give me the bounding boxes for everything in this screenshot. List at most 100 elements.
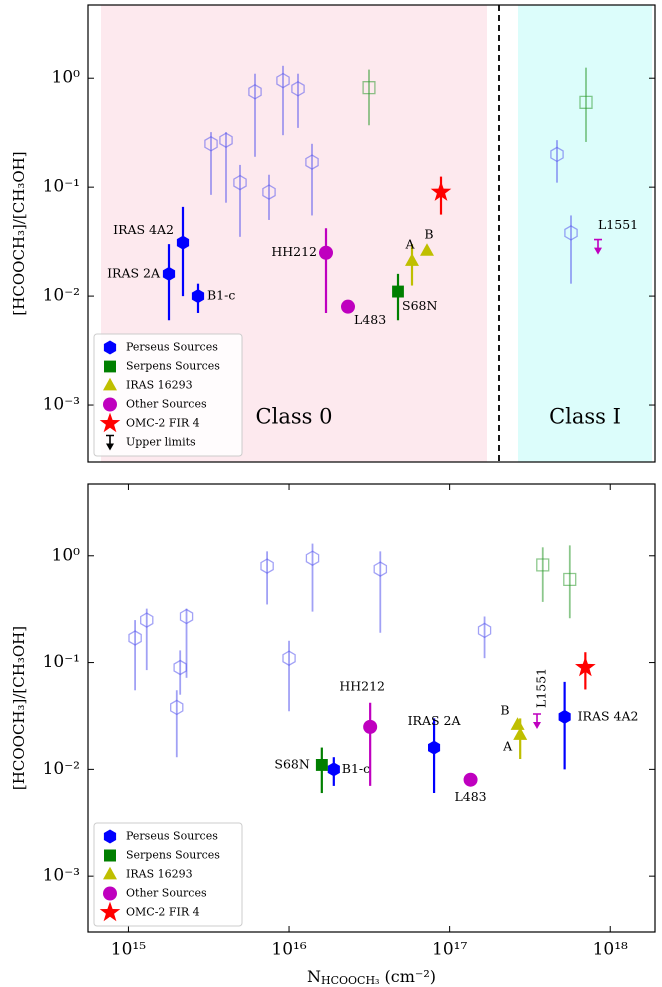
point-label: L483 bbox=[354, 312, 386, 327]
region-label: Class 0 bbox=[256, 405, 333, 429]
legend-label: Other Sources bbox=[126, 887, 207, 900]
x-axis-label-part: N bbox=[307, 967, 321, 986]
data-point bbox=[579, 95, 593, 109]
x-axis-label: NHCOOCH₃ (cm⁻²) bbox=[307, 967, 436, 987]
y-axis-label: [HCOOCH₃]/[CH₃OH] bbox=[10, 626, 28, 790]
legend-marker bbox=[104, 360, 116, 373]
data-point bbox=[140, 612, 154, 628]
region-label: Class I bbox=[549, 405, 621, 429]
data-point bbox=[373, 561, 388, 577]
data-point bbox=[405, 253, 419, 266]
x-axis-label-part: (cm⁻²) bbox=[379, 967, 436, 986]
data-point bbox=[477, 622, 492, 639]
legend-label: Perseus Sources bbox=[126, 341, 218, 354]
data-point bbox=[363, 719, 378, 734]
data-point bbox=[233, 174, 247, 191]
data-point bbox=[204, 136, 218, 152]
data-point bbox=[173, 659, 187, 676]
legend-marker bbox=[103, 377, 117, 391]
y-tick-label: 10⁻³ bbox=[43, 395, 80, 415]
y-tick-label: 10⁰ bbox=[52, 68, 81, 88]
legend-label: Serpens Sources bbox=[126, 360, 220, 373]
legend-box bbox=[93, 822, 243, 927]
point-label: IRAS 4A2 bbox=[578, 708, 639, 723]
data-point bbox=[162, 266, 176, 281]
data-point bbox=[428, 740, 441, 755]
point-label: IRAS 4A2 bbox=[113, 222, 174, 237]
data-point bbox=[248, 84, 262, 100]
data-point bbox=[463, 772, 478, 787]
x-tick-label: 10¹⁵ bbox=[111, 940, 146, 960]
axes-frame bbox=[87, 483, 656, 933]
x-tick-label: 10¹⁸ bbox=[593, 940, 628, 960]
data-point bbox=[430, 181, 452, 201]
legend-marker-head bbox=[106, 443, 114, 451]
y-tick-label: 10⁻² bbox=[43, 286, 80, 306]
point-label: B1-c bbox=[207, 288, 235, 303]
legend-marker bbox=[103, 340, 117, 355]
data-point bbox=[575, 656, 596, 677]
data-point bbox=[319, 245, 333, 260]
data-point bbox=[170, 699, 184, 716]
point-label: B bbox=[424, 226, 433, 241]
data-point bbox=[305, 154, 319, 170]
legend-label: Upper limits bbox=[126, 436, 196, 449]
class-region bbox=[518, 5, 652, 462]
point-label: L1551 bbox=[598, 217, 638, 232]
y-tick-label: 10⁰ bbox=[52, 545, 81, 565]
data-point-head bbox=[533, 721, 542, 729]
data-point bbox=[341, 299, 355, 314]
data-point bbox=[276, 72, 290, 89]
point-label: A bbox=[502, 738, 513, 753]
data-point-head bbox=[594, 247, 602, 255]
data-point bbox=[327, 762, 340, 777]
x-tick-label: 10¹⁶ bbox=[271, 940, 306, 960]
data-point bbox=[563, 572, 577, 587]
data-point bbox=[392, 285, 404, 298]
data-point bbox=[260, 558, 274, 574]
data-point bbox=[176, 235, 190, 250]
data-point bbox=[291, 81, 305, 97]
data-point bbox=[128, 630, 142, 646]
point-label: S68N bbox=[274, 756, 309, 771]
legend-box bbox=[93, 333, 243, 457]
data-point bbox=[305, 550, 320, 566]
data-point bbox=[315, 759, 328, 771]
point-label: HH212 bbox=[271, 244, 317, 259]
data-point bbox=[510, 717, 525, 730]
data-point bbox=[362, 81, 376, 95]
legend-label: IRAS 16293 bbox=[126, 379, 193, 392]
data-point bbox=[282, 650, 296, 666]
point-label: IRAS 2A bbox=[107, 265, 161, 280]
y-tick-label: 10⁻¹ bbox=[43, 177, 80, 197]
point-label: HH212 bbox=[339, 678, 385, 693]
data-point bbox=[179, 608, 194, 625]
point-label: B bbox=[500, 703, 509, 718]
data-point bbox=[219, 132, 233, 148]
point-label: IRAS 2A bbox=[408, 713, 462, 728]
legend-marker bbox=[103, 397, 117, 412]
legend-label: OMC-2 FIR 4 bbox=[126, 417, 200, 430]
point-label: L483 bbox=[454, 789, 486, 804]
data-point bbox=[262, 184, 276, 200]
data-point bbox=[420, 243, 434, 256]
point-label: A bbox=[404, 236, 415, 251]
legend-label: Serpens Sources bbox=[126, 849, 220, 862]
data-point bbox=[191, 289, 205, 304]
legend-marker bbox=[103, 829, 117, 844]
point-label: S68N bbox=[402, 298, 437, 313]
legend-label: Other Sources bbox=[126, 398, 207, 411]
legend-marker bbox=[99, 901, 121, 922]
data-point bbox=[536, 558, 550, 572]
legend-marker bbox=[103, 886, 117, 901]
y-tick-label: 10⁻² bbox=[43, 759, 80, 779]
legend-label: Perseus Sources bbox=[126, 830, 218, 843]
point-label: B1-c bbox=[342, 761, 370, 776]
legend-label: OMC-2 FIR 4 bbox=[126, 906, 200, 919]
data-point bbox=[564, 225, 578, 241]
data-point bbox=[550, 146, 564, 163]
data-point bbox=[513, 727, 528, 740]
legend-label: IRAS 16293 bbox=[126, 868, 193, 881]
